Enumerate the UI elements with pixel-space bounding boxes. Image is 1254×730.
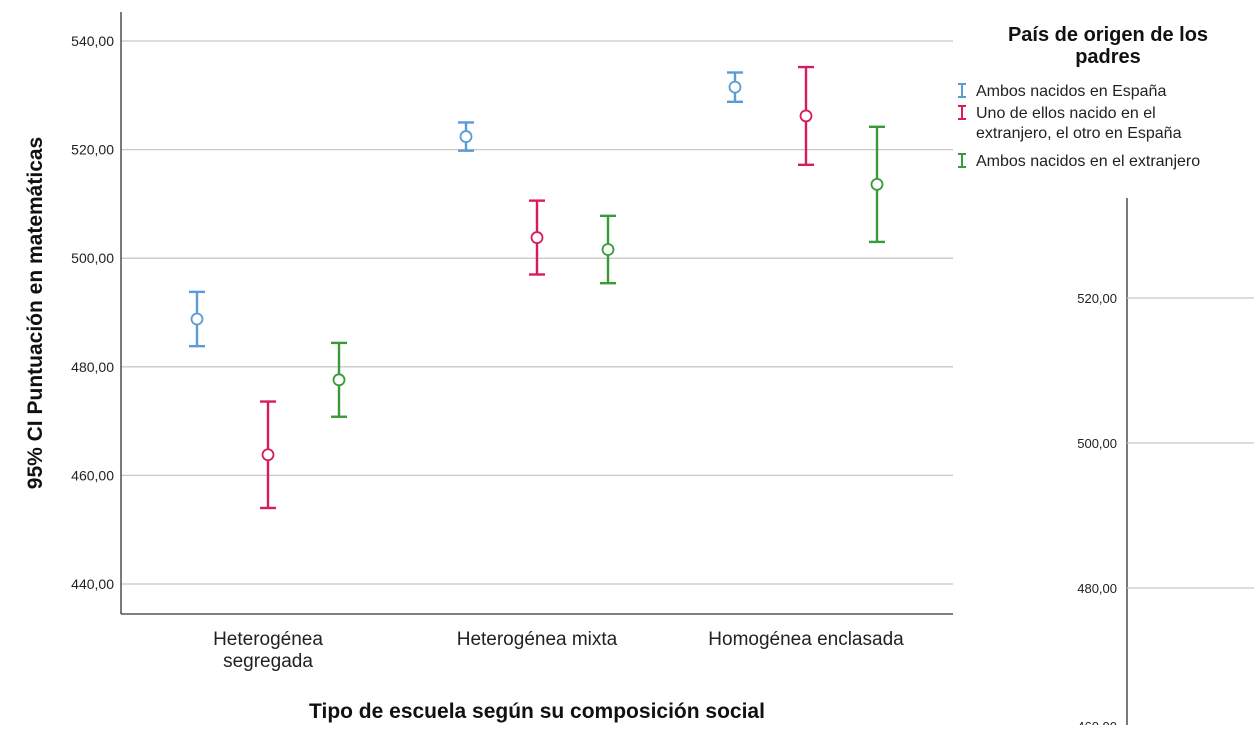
x-category-label: segregada: [223, 651, 313, 672]
y-tick-label: 520,00: [71, 142, 114, 158]
legend-title: padres: [1075, 46, 1141, 68]
background-panel-tick-label: 500,00: [1077, 436, 1117, 451]
x-category-label: Heterogénea: [213, 629, 323, 650]
mean-point: [728, 80, 742, 94]
mean-point: [870, 177, 884, 191]
legend-title: País de origen de los: [1008, 24, 1208, 46]
x-category-label: Heterogénea mixta: [457, 629, 618, 650]
x-category-label: Homogénea enclasada: [708, 629, 904, 650]
y-axis-title: 95% CI Puntuación en matemáticas: [24, 137, 47, 489]
legend-label: Ambos nacidos en el extranjero: [976, 153, 1200, 170]
mean-point: [530, 231, 544, 244]
background-panel-tick-label: 460,00: [1077, 719, 1117, 725]
mean-point: [601, 243, 615, 256]
legend-label: extranjero, el otro en España: [976, 125, 1182, 142]
mean-point: [261, 448, 275, 462]
mean-point: [459, 130, 473, 143]
legend-label: Uno de ellos nacido en el: [976, 105, 1156, 122]
background-panel-tick-label: 480,00: [1077, 581, 1117, 596]
mean-point: [799, 109, 813, 123]
background-panel-tick-label: 520,00: [1077, 291, 1117, 306]
mean-point: [190, 312, 204, 326]
legend-label: Ambos nacidos en España: [976, 83, 1166, 100]
y-tick-label: 440,00: [71, 576, 114, 592]
y-tick-label: 540,00: [71, 33, 114, 49]
y-tick-label: 460,00: [71, 467, 114, 483]
mean-point: [332, 373, 346, 387]
y-tick-label: 480,00: [71, 359, 114, 375]
x-axis-title: Tipo de escuela según su composición soc…: [309, 700, 765, 723]
y-tick-label: 500,00: [71, 250, 114, 266]
